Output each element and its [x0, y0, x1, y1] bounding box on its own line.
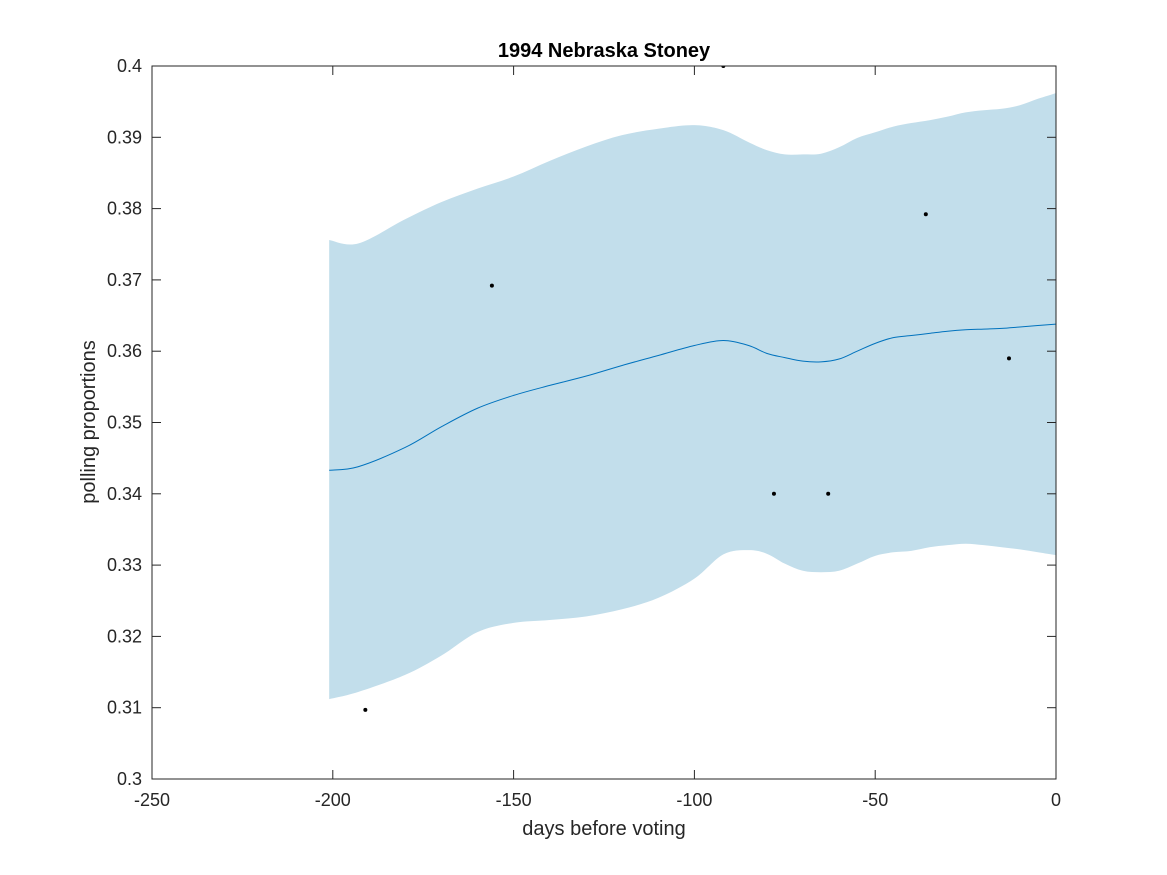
poll-data-point — [1006, 356, 1011, 361]
y-tick-label: 0.3 — [117, 769, 142, 789]
plot-area — [329, 66, 1056, 712]
confidence-band-layer — [329, 93, 1056, 700]
y-tick-label: 0.33 — [107, 555, 142, 575]
y-tick-label: 0.39 — [107, 127, 142, 147]
poll-data-point — [489, 283, 494, 288]
y-tick-label: 0.36 — [107, 341, 142, 361]
y-tick-label: 0.31 — [107, 698, 142, 718]
x-tick-label: 0 — [1051, 790, 1061, 810]
x-tick-label: -150 — [496, 790, 532, 810]
confidence-band — [329, 93, 1056, 700]
x-axis-label: days before voting — [522, 818, 685, 840]
y-axis-ticks: 0.3 0.31 0.32 0.33 0.34 0.35 0.36 0.37 0.38 0.39 0… — [107, 56, 1056, 789]
poll-data-point — [363, 707, 368, 712]
x-tick-label: -50 — [862, 790, 888, 810]
y-axis-label: polling proportions — [78, 340, 100, 503]
y-tick-label: 0.4 — [117, 56, 142, 76]
y-tick-label: 0.34 — [107, 484, 142, 504]
chart-title: 1994 Nebraska Stoney — [498, 40, 711, 62]
poll-data-point — [771, 491, 776, 496]
x-tick-label: -200 — [315, 790, 351, 810]
poll-data-point — [923, 212, 928, 217]
x-tick-label: -100 — [676, 790, 712, 810]
mean-line-layer — [329, 323, 1056, 471]
x-axis-ticks: -250 -200 -150 -100 -50 0 — [134, 66, 1061, 810]
poll-data-point — [826, 491, 831, 496]
y-tick-label: 0.37 — [107, 270, 142, 290]
y-tick-label: 0.38 — [107, 199, 142, 219]
x-tick-label: -250 — [134, 790, 170, 810]
y-tick-label: 0.35 — [107, 413, 142, 433]
y-tick-label: 0.32 — [107, 626, 142, 646]
mean-trend-line — [329, 323, 1056, 471]
